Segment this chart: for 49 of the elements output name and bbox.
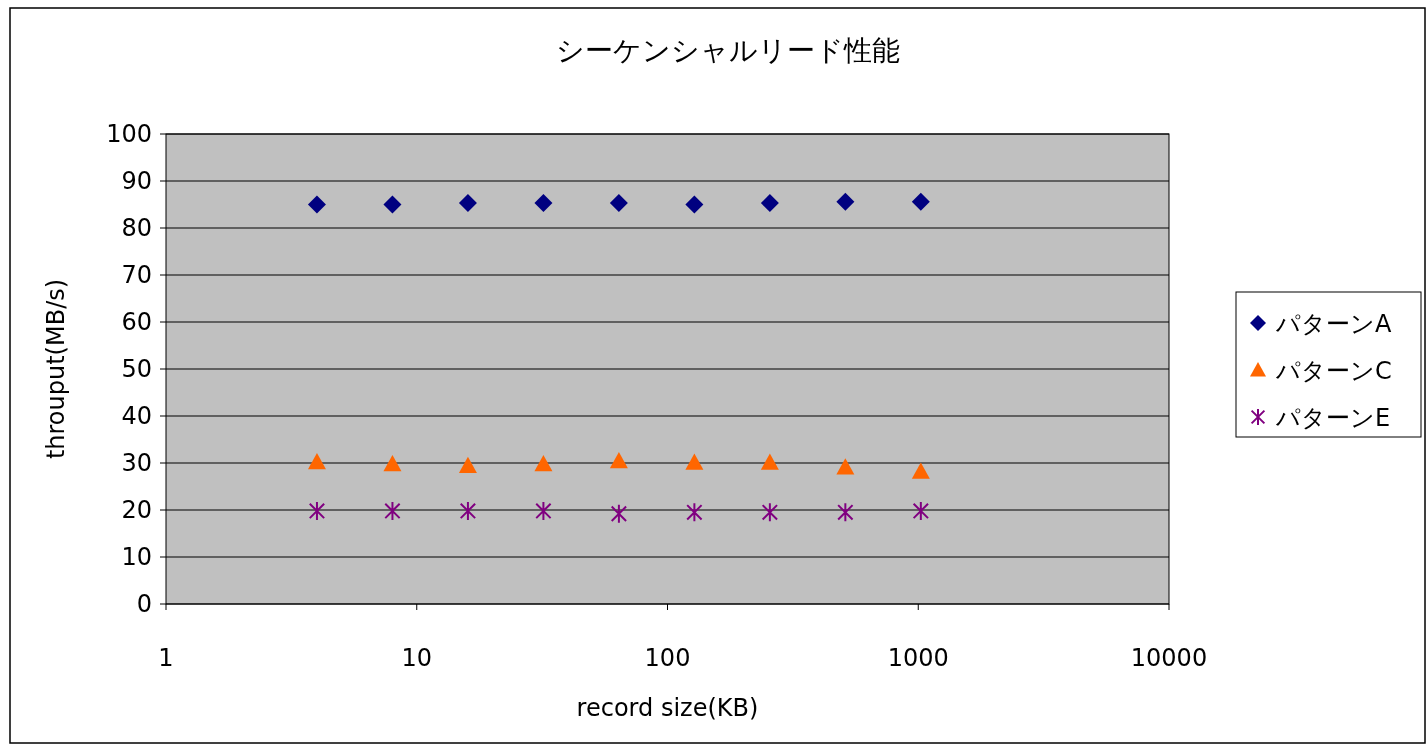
x-tick-label: 1 — [158, 644, 174, 672]
point — [307, 453, 326, 470]
point — [459, 500, 477, 521]
point — [458, 456, 477, 474]
point — [609, 452, 628, 469]
y-tick-label: 90 — [121, 167, 152, 195]
point — [837, 502, 854, 523]
legend-label: パターンE — [1275, 404, 1391, 432]
legend-label: パターンC — [1275, 357, 1392, 385]
point — [534, 194, 553, 213]
point — [761, 502, 779, 523]
y-tick-label: 40 — [121, 402, 152, 430]
x-tick-label: 1000 — [887, 644, 949, 672]
x-tick-label: 100 — [644, 644, 691, 672]
point — [609, 194, 628, 213]
y-tick-label: 100 — [106, 120, 152, 148]
x-axis-title: record size(KB) — [576, 694, 759, 722]
point — [760, 453, 779, 470]
y-tick-label: 30 — [121, 449, 152, 477]
legend-label: パターンA — [1275, 310, 1392, 338]
point — [384, 500, 401, 521]
y-tick-label: 80 — [121, 214, 152, 242]
point — [535, 500, 552, 521]
point — [308, 500, 326, 521]
point — [610, 503, 628, 524]
point — [383, 454, 402, 472]
y-tick-label: 0 — [136, 590, 152, 618]
point — [836, 192, 855, 211]
point — [760, 194, 779, 213]
point — [685, 195, 704, 214]
point — [383, 195, 402, 214]
point — [911, 462, 930, 479]
x-tick-label: 10000 — [1130, 644, 1208, 672]
y-tick-label: 10 — [121, 543, 152, 571]
point — [686, 502, 703, 523]
y-tick-label: 50 — [121, 355, 152, 383]
y-tick-label: 70 — [121, 261, 152, 289]
y-axis-title: throuput(MB/s) — [42, 278, 70, 460]
x-tick-label: 10 — [401, 644, 433, 672]
point — [534, 454, 553, 472]
point — [458, 194, 477, 213]
chart-title: シーケンシャルリード性能 — [555, 34, 900, 67]
point — [912, 500, 930, 521]
point — [836, 458, 855, 475]
point — [911, 192, 930, 211]
y-tick-label: 20 — [121, 496, 152, 524]
point — [307, 195, 326, 214]
y-tick-label: 60 — [121, 308, 152, 336]
point — [685, 453, 704, 470]
